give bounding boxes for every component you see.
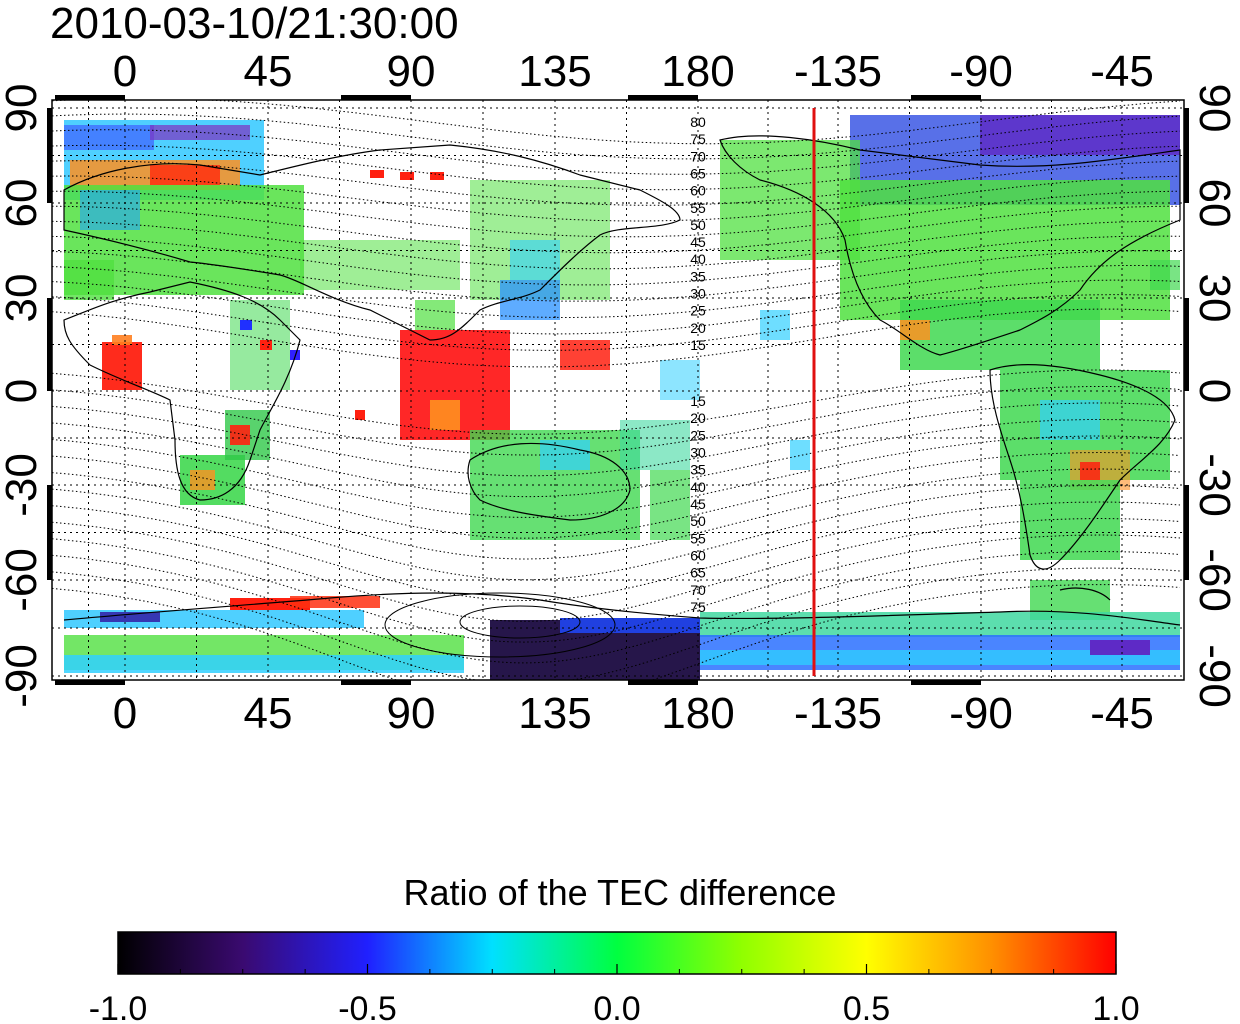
bottom-lon-label: 135 — [518, 689, 591, 738]
contour-label-south: 60 — [690, 548, 706, 564]
left-latitude-labels: 90 60 30 0 -30 -60 -90 — [0, 84, 46, 708]
contour-label-north: 75 — [690, 131, 706, 147]
left-lat-label: 60 — [0, 179, 46, 228]
bottom-longitude-labels: 0 45 90 135 180 -135 -90 -45 — [113, 689, 1154, 738]
bottom-lon-label: 180 — [661, 689, 734, 738]
map-edge-ticks — [47, 95, 1189, 685]
left-lat-label: 0 — [0, 379, 46, 403]
colorbar-tick-label: 0.0 — [593, 990, 640, 1024]
colorbar-tick-label: 1.0 — [1092, 990, 1139, 1024]
left-lat-label: -60 — [0, 548, 46, 612]
colorbar-tick-label: -0.5 — [338, 990, 397, 1024]
top-lon-label: 90 — [387, 47, 436, 96]
contour-label-north: 15 — [690, 337, 706, 353]
bottom-lon-label: -90 — [949, 689, 1013, 738]
right-lat-label: -90 — [1190, 644, 1239, 708]
contour-label-south: 50 — [690, 513, 706, 529]
top-longitude-labels: 0 45 90 135 180 -135 -90 -45 — [113, 47, 1154, 96]
left-lat-label: -90 — [0, 644, 46, 708]
contour-labels: 8075706560555045403530252015152025303540… — [690, 114, 706, 615]
right-lat-label: -30 — [1190, 453, 1239, 517]
contour-label-south: 70 — [690, 582, 706, 598]
contour-label-north: 45 — [690, 234, 706, 250]
contour-label-south: 65 — [690, 565, 706, 581]
colorbar-tick-label: -1.0 — [89, 990, 148, 1024]
left-lat-label: 90 — [0, 84, 46, 133]
contour-label-north: 80 — [690, 114, 706, 130]
colorbar-tick-label: 0.5 — [843, 990, 890, 1024]
contour-label-south: 40 — [690, 479, 706, 495]
bottom-lon-label: 90 — [387, 689, 436, 738]
left-lat-label: 30 — [0, 274, 46, 323]
left-lat-label: -30 — [0, 453, 46, 517]
top-lon-label: -135 — [794, 47, 882, 96]
contour-label-south: 15 — [690, 393, 706, 409]
right-lat-label: 30 — [1190, 274, 1239, 323]
contour-label-south: 75 — [690, 599, 706, 615]
right-lat-label: 90 — [1190, 84, 1239, 133]
colorbar-title: Ratio of the TEC difference — [403, 872, 837, 913]
bottom-lon-label: 0 — [113, 689, 137, 738]
top-lon-label: -90 — [949, 47, 1013, 96]
contour-label-north: 50 — [690, 217, 706, 233]
bottom-lon-label: -135 — [794, 689, 882, 738]
right-latitude-labels: 90 60 30 0 -30 -60 -90 — [1190, 84, 1239, 708]
contour-label-south: 35 — [690, 462, 706, 478]
right-lat-label: 0 — [1190, 379, 1239, 403]
top-lon-label: 45 — [244, 47, 293, 96]
contour-label-south: 20 — [690, 410, 706, 426]
top-lon-label: -45 — [1090, 47, 1154, 96]
contour-label-north: 40 — [690, 251, 706, 267]
contour-label-south: 30 — [690, 445, 706, 461]
right-lat-label: -60 — [1190, 548, 1239, 612]
contour-label-south: 55 — [690, 530, 706, 546]
top-lon-label: 135 — [518, 47, 591, 96]
right-lat-label: 60 — [1190, 179, 1239, 228]
contour-label-north: 65 — [690, 165, 706, 181]
top-lon-label: 180 — [661, 47, 734, 96]
contour-label-north: 70 — [690, 148, 706, 164]
contour-label-north: 30 — [690, 286, 706, 302]
bottom-lon-label: -45 — [1090, 689, 1154, 738]
contour-label-north: 25 — [690, 303, 706, 319]
contour-label-south: 45 — [690, 496, 706, 512]
contour-label-north: 35 — [690, 268, 706, 284]
contour-label-north: 20 — [690, 320, 706, 336]
bottom-lon-label: 45 — [244, 689, 293, 738]
contour-label-north: 60 — [690, 183, 706, 199]
coastlines — [63, 135, 1181, 626]
top-lon-label: 0 — [113, 47, 137, 96]
figure-title: 2010-03-10/21:30:00 — [50, 0, 459, 48]
contour-label-north: 55 — [690, 200, 706, 216]
colorbar-ticks: -1.0 -0.5 0.0 0.5 1.0 — [89, 964, 1140, 1024]
magnetic-latitude-contours — [52, 100, 1181, 680]
contour-label-south: 25 — [690, 427, 706, 443]
